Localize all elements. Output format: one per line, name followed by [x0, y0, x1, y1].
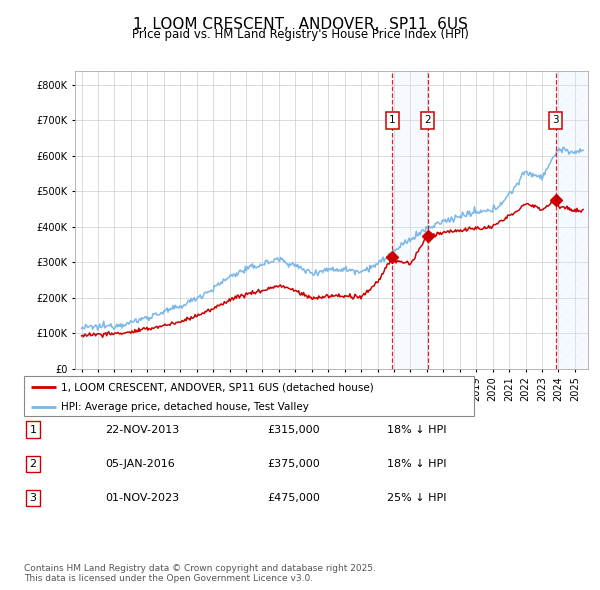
Text: 3: 3 — [553, 116, 559, 126]
Text: HPI: Average price, detached house, Test Valley: HPI: Average price, detached house, Test… — [61, 402, 309, 412]
Bar — [556, 71, 588, 369]
Text: 25% ↓ HPI: 25% ↓ HPI — [387, 493, 446, 503]
Bar — [392, 71, 428, 369]
Text: £315,000: £315,000 — [267, 425, 320, 434]
Text: 18% ↓ HPI: 18% ↓ HPI — [387, 459, 446, 468]
Text: 1, LOOM CRESCENT, ANDOVER, SP11 6US (detached house): 1, LOOM CRESCENT, ANDOVER, SP11 6US (det… — [61, 382, 374, 392]
Text: 01-NOV-2023: 01-NOV-2023 — [105, 493, 179, 503]
Text: 3: 3 — [29, 493, 37, 503]
Text: Contains HM Land Registry data © Crown copyright and database right 2025.
This d: Contains HM Land Registry data © Crown c… — [24, 563, 376, 583]
Text: 22-NOV-2013: 22-NOV-2013 — [105, 425, 179, 434]
Text: 1, LOOM CRESCENT,  ANDOVER,  SP11  6US: 1, LOOM CRESCENT, ANDOVER, SP11 6US — [133, 17, 467, 31]
Text: £375,000: £375,000 — [267, 459, 320, 468]
Text: 05-JAN-2016: 05-JAN-2016 — [105, 459, 175, 468]
Text: 18% ↓ HPI: 18% ↓ HPI — [387, 425, 446, 434]
Text: 2: 2 — [29, 459, 37, 468]
Text: 2: 2 — [424, 116, 431, 126]
Text: £475,000: £475,000 — [267, 493, 320, 503]
Text: 1: 1 — [389, 116, 395, 126]
Text: Price paid vs. HM Land Registry's House Price Index (HPI): Price paid vs. HM Land Registry's House … — [131, 28, 469, 41]
Text: 1: 1 — [29, 425, 37, 434]
